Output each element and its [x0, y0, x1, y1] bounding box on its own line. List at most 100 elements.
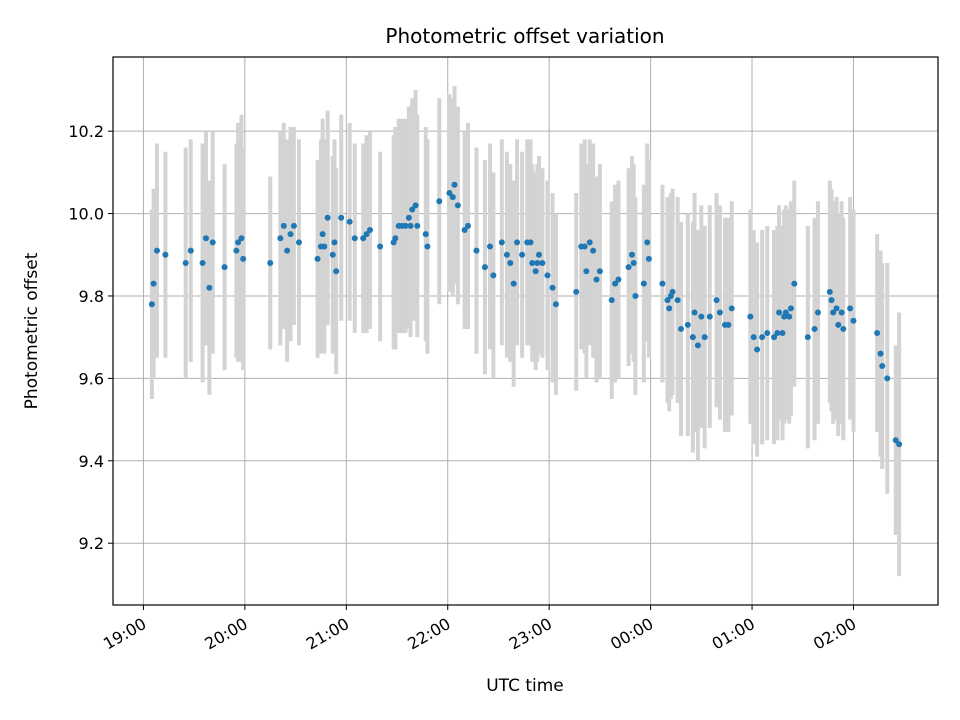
data-point	[840, 325, 847, 332]
data-point	[828, 297, 835, 304]
data-point	[436, 198, 443, 205]
data-point	[830, 309, 837, 316]
data-point	[593, 276, 600, 283]
y-axis-label: Photometric offset	[22, 252, 42, 409]
data-point	[835, 321, 842, 328]
y-tick-label: 9.8	[79, 287, 104, 306]
data-point	[771, 334, 778, 341]
data-point	[377, 243, 384, 250]
grid	[113, 57, 938, 605]
data-point	[209, 239, 216, 246]
data-point	[713, 297, 720, 304]
data-point	[596, 268, 603, 275]
data-point	[446, 189, 453, 196]
data-point	[552, 301, 559, 308]
data-point	[747, 313, 754, 320]
data-point	[360, 235, 367, 242]
data-point	[630, 260, 637, 267]
data-point	[776, 309, 783, 316]
data-point	[465, 222, 472, 229]
data-point	[451, 181, 458, 188]
data-point	[759, 334, 766, 341]
data-point	[314, 255, 321, 262]
data-point	[240, 255, 247, 262]
data-point	[706, 313, 713, 320]
data-point	[774, 330, 781, 337]
data-point	[573, 288, 580, 295]
data-point	[461, 227, 468, 234]
data-point	[529, 260, 536, 267]
data-point	[674, 297, 681, 304]
data-point	[659, 280, 666, 287]
data-point	[321, 243, 328, 250]
data-point	[833, 305, 840, 312]
data-point	[779, 330, 786, 337]
data-point	[162, 251, 169, 258]
data-point	[295, 239, 302, 246]
data-point	[290, 222, 297, 229]
data-point	[698, 313, 705, 320]
data-point	[481, 264, 488, 271]
data-point	[549, 284, 556, 291]
data-point	[424, 243, 431, 250]
data-point	[338, 214, 345, 221]
data-point	[896, 441, 903, 448]
data-point	[728, 305, 735, 312]
data-point	[527, 239, 534, 246]
data-point	[814, 309, 821, 316]
data-point	[786, 313, 793, 320]
data-point	[629, 251, 636, 258]
data-point	[363, 231, 370, 238]
data-point	[206, 284, 213, 291]
y-tick-label: 9.6	[79, 369, 104, 388]
data-point	[884, 375, 891, 382]
y-tick-label: 9.4	[79, 452, 104, 471]
data-point	[791, 280, 798, 287]
data-point	[716, 309, 723, 316]
data-point	[625, 264, 632, 271]
data-point	[422, 231, 429, 238]
data-point	[329, 251, 336, 258]
data-point	[684, 321, 691, 328]
data-point	[615, 276, 622, 283]
data-point	[694, 342, 701, 349]
data-point	[811, 325, 818, 332]
data-point	[877, 350, 884, 357]
data-point	[280, 222, 287, 229]
data-point	[678, 325, 685, 332]
data-point	[787, 305, 794, 312]
data-point	[519, 251, 526, 258]
data-point	[632, 292, 639, 299]
data-point	[539, 260, 546, 267]
data-point	[324, 214, 331, 221]
data-point	[644, 239, 651, 246]
data-point	[826, 288, 833, 295]
data-point	[503, 251, 510, 258]
data-point	[414, 222, 421, 229]
data-point	[664, 297, 671, 304]
data-point	[319, 231, 326, 238]
y-tick-label: 10.0	[68, 205, 104, 224]
data-point	[233, 247, 240, 254]
data-point	[612, 280, 619, 287]
data-point	[764, 330, 771, 337]
data-point	[277, 235, 284, 242]
data-point	[284, 247, 291, 254]
data-point	[366, 227, 373, 234]
data-point	[701, 334, 708, 341]
data-point	[536, 251, 543, 258]
data-point	[754, 346, 761, 353]
plot-frame	[112, 56, 939, 606]
data-point	[583, 268, 590, 275]
data-point	[669, 288, 676, 295]
data-point	[333, 268, 340, 275]
data-point	[473, 247, 480, 254]
data-point	[498, 239, 505, 246]
data-point	[221, 264, 228, 271]
data-points	[148, 181, 903, 448]
data-point	[691, 309, 698, 316]
data-point	[187, 247, 194, 254]
data-point	[238, 235, 245, 242]
